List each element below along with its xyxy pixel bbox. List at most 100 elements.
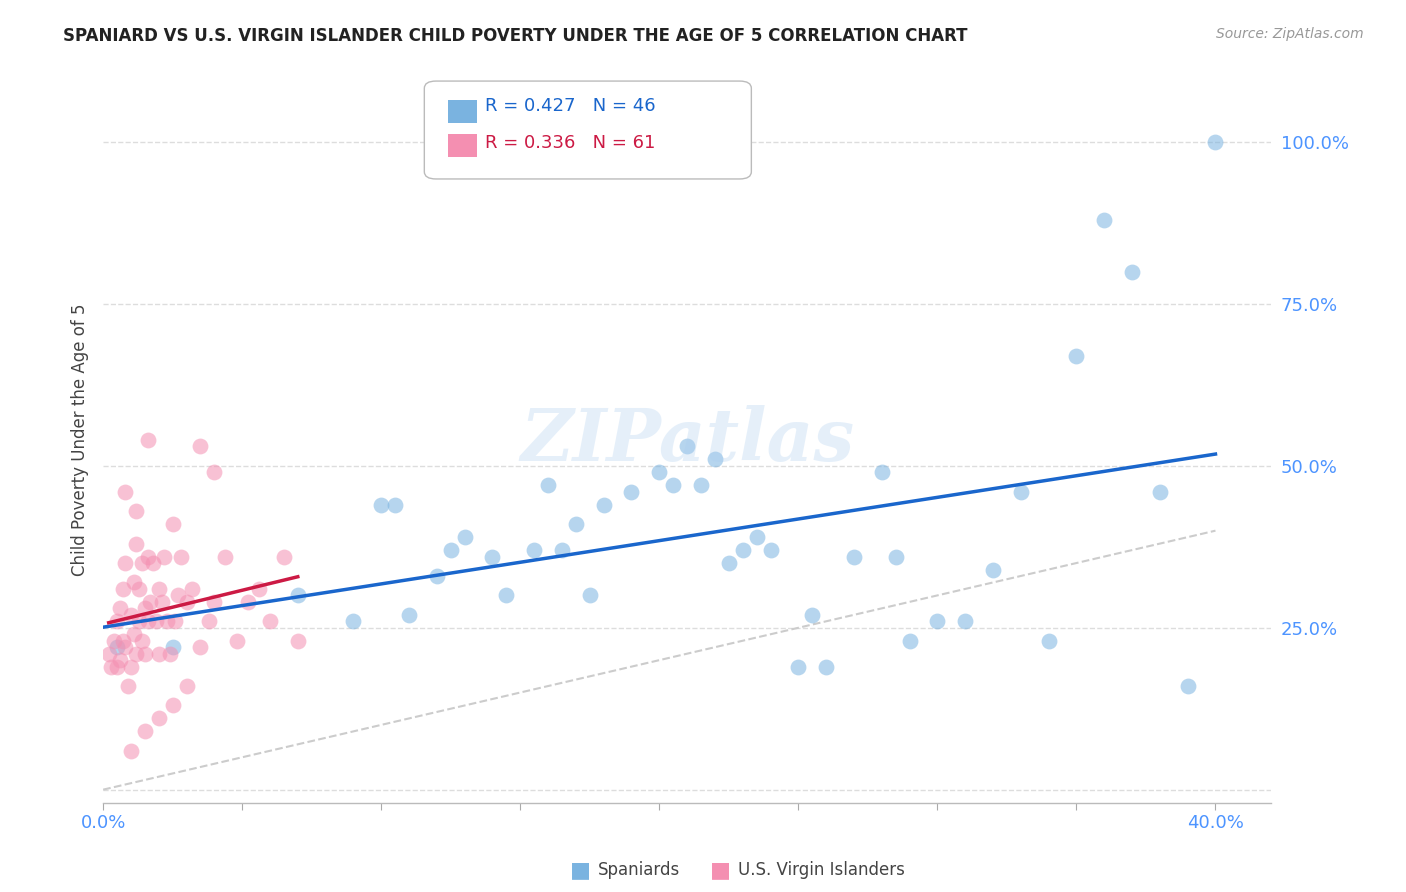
- Point: [1092, 213, 1115, 227]
- Point: [481, 549, 503, 564]
- Point: [927, 615, 949, 629]
- Point: [717, 556, 740, 570]
- Point: [97, 647, 120, 661]
- Point: [176, 595, 198, 609]
- Text: ZIPatlas: ZIPatlas: [520, 404, 855, 475]
- Point: [592, 498, 614, 512]
- Point: [139, 595, 162, 609]
- Text: ■: ■: [710, 860, 731, 880]
- FancyBboxPatch shape: [447, 100, 477, 123]
- Point: [523, 543, 546, 558]
- Point: [125, 504, 148, 518]
- Point: [453, 530, 475, 544]
- Point: [150, 595, 173, 609]
- Point: [136, 549, 159, 564]
- Text: SPANIARD VS U.S. VIRGIN ISLANDER CHILD POVERTY UNDER THE AGE OF 5 CORRELATION CH: SPANIARD VS U.S. VIRGIN ISLANDER CHILD P…: [63, 27, 967, 45]
- Point: [103, 633, 125, 648]
- Point: [648, 466, 671, 480]
- Point: [122, 627, 145, 641]
- Point: [426, 569, 449, 583]
- Point: [162, 698, 184, 713]
- Text: U.S. Virgin Islanders: U.S. Virgin Islanders: [738, 861, 905, 879]
- Point: [128, 582, 150, 596]
- Point: [198, 615, 221, 629]
- Point: [273, 549, 295, 564]
- Point: [134, 601, 156, 615]
- Point: [165, 615, 187, 629]
- Point: [108, 653, 131, 667]
- Point: [190, 640, 212, 655]
- Point: [128, 615, 150, 629]
- Point: [148, 711, 170, 725]
- Point: [259, 615, 281, 629]
- Point: [105, 659, 128, 673]
- Point: [114, 484, 136, 499]
- FancyBboxPatch shape: [425, 81, 751, 179]
- Point: [981, 562, 1004, 576]
- Point: [162, 517, 184, 532]
- Point: [181, 582, 204, 596]
- Point: [148, 582, 170, 596]
- Point: [111, 633, 134, 648]
- Point: [676, 440, 699, 454]
- Point: [236, 595, 259, 609]
- Point: [745, 530, 768, 544]
- Point: [815, 659, 838, 673]
- Point: [114, 556, 136, 570]
- Point: [384, 498, 406, 512]
- Point: [1121, 265, 1143, 279]
- Point: [190, 440, 212, 454]
- Point: [342, 615, 364, 629]
- Point: [287, 633, 309, 648]
- Point: [759, 543, 782, 558]
- Point: [953, 615, 976, 629]
- Point: [148, 647, 170, 661]
- Point: [136, 615, 159, 629]
- Text: Source: ZipAtlas.com: Source: ZipAtlas.com: [1216, 27, 1364, 41]
- Point: [703, 452, 725, 467]
- Point: [125, 536, 148, 550]
- Point: [202, 595, 225, 609]
- Point: [111, 582, 134, 596]
- Point: [801, 607, 824, 622]
- Point: [131, 633, 153, 648]
- Point: [105, 615, 128, 629]
- Text: R = 0.336   N = 61: R = 0.336 N = 61: [485, 134, 655, 152]
- Point: [153, 549, 176, 564]
- Point: [1010, 484, 1032, 499]
- Point: [551, 543, 574, 558]
- Point: [108, 601, 131, 615]
- Point: [662, 478, 685, 492]
- Point: [120, 659, 142, 673]
- Point: [578, 588, 600, 602]
- Point: [176, 679, 198, 693]
- Point: [114, 640, 136, 655]
- Point: [398, 607, 420, 622]
- Point: [125, 647, 148, 661]
- Point: [620, 484, 643, 499]
- Point: [156, 615, 179, 629]
- Point: [287, 588, 309, 602]
- Point: [247, 582, 270, 596]
- Point: [145, 615, 167, 629]
- Point: [787, 659, 810, 673]
- Text: R = 0.427   N = 46: R = 0.427 N = 46: [485, 97, 655, 115]
- Point: [134, 724, 156, 739]
- Text: Spaniards: Spaniards: [598, 861, 679, 879]
- Point: [731, 543, 754, 558]
- Point: [136, 433, 159, 447]
- Point: [142, 556, 165, 570]
- Point: [1038, 633, 1060, 648]
- Point: [870, 466, 893, 480]
- Point: [100, 659, 122, 673]
- Point: [1149, 484, 1171, 499]
- Point: [898, 633, 921, 648]
- Point: [214, 549, 236, 564]
- Point: [884, 549, 907, 564]
- Point: [1204, 135, 1226, 149]
- Point: [120, 607, 142, 622]
- Point: [162, 640, 184, 655]
- Point: [565, 517, 588, 532]
- Point: [170, 549, 193, 564]
- Point: [105, 640, 128, 655]
